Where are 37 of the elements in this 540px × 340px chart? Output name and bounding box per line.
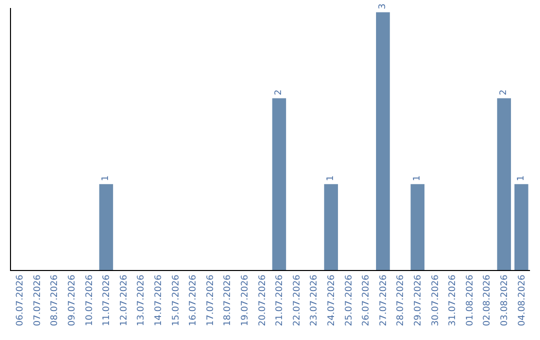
x-tick-label: 24.07.2026 bbox=[326, 274, 337, 326]
x-tick-label: 27.07.2026 bbox=[378, 274, 389, 326]
x-tick-label: 22.07.2026 bbox=[292, 274, 302, 326]
x-tick-label: 01.08.2026 bbox=[465, 274, 476, 326]
x-tick-label: 29.07.2026 bbox=[413, 274, 424, 326]
x-tick-label: 16.07.2026 bbox=[188, 274, 199, 326]
x-tick-label: 13.07.2026 bbox=[136, 274, 147, 326]
data-label: 1 bbox=[412, 175, 423, 182]
x-tick-label: 03.08.2026 bbox=[500, 274, 510, 326]
data-label: 2 bbox=[499, 89, 510, 96]
x-tick-label: 06.07.2026 bbox=[16, 274, 26, 326]
data-label: 3 bbox=[378, 4, 388, 10]
x-tick-label: 07.07.2026 bbox=[32, 274, 43, 326]
x-tick-label: 09.07.2026 bbox=[67, 274, 78, 326]
x-tick-label: 30.07.2026 bbox=[430, 274, 441, 326]
x-tick-label: 10.07.2026 bbox=[84, 274, 95, 326]
x-tick-label: 26.07.2026 bbox=[362, 274, 372, 326]
x-tick-label: 02.08.2026 bbox=[482, 274, 493, 326]
x-tick-label: 11.07.2026 bbox=[102, 274, 112, 326]
data-label: 2 bbox=[274, 89, 284, 96]
x-tick-label: 20.07.2026 bbox=[258, 274, 268, 326]
x-tick-label: 12.07.2026 bbox=[119, 274, 130, 326]
x-tick-label: 28.07.2026 bbox=[396, 274, 406, 326]
x-tick-label: 17.07.2026 bbox=[206, 274, 216, 326]
x-tick-label: 18.07.2026 bbox=[223, 274, 234, 326]
data-label: 1 bbox=[101, 175, 112, 182]
data-label: 1 bbox=[516, 175, 526, 182]
x-tick-label: 21.07.2026 bbox=[275, 274, 286, 326]
x-tick-label: 19.07.2026 bbox=[240, 274, 250, 326]
data-label: 1 bbox=[326, 175, 336, 182]
x-tick-label: 25.07.2026 bbox=[344, 274, 354, 326]
x-tick-label: 04.08.2026 bbox=[517, 274, 528, 326]
x-tick-label: 08.07.2026 bbox=[50, 274, 60, 326]
x-tick-label: 31.07.2026 bbox=[448, 274, 458, 326]
x-tick-label: 14.07.2026 bbox=[154, 274, 164, 326]
x-tick-label: 15.07.2026 bbox=[171, 274, 182, 326]
x-tick-label: 23.07.2026 bbox=[310, 274, 320, 326]
